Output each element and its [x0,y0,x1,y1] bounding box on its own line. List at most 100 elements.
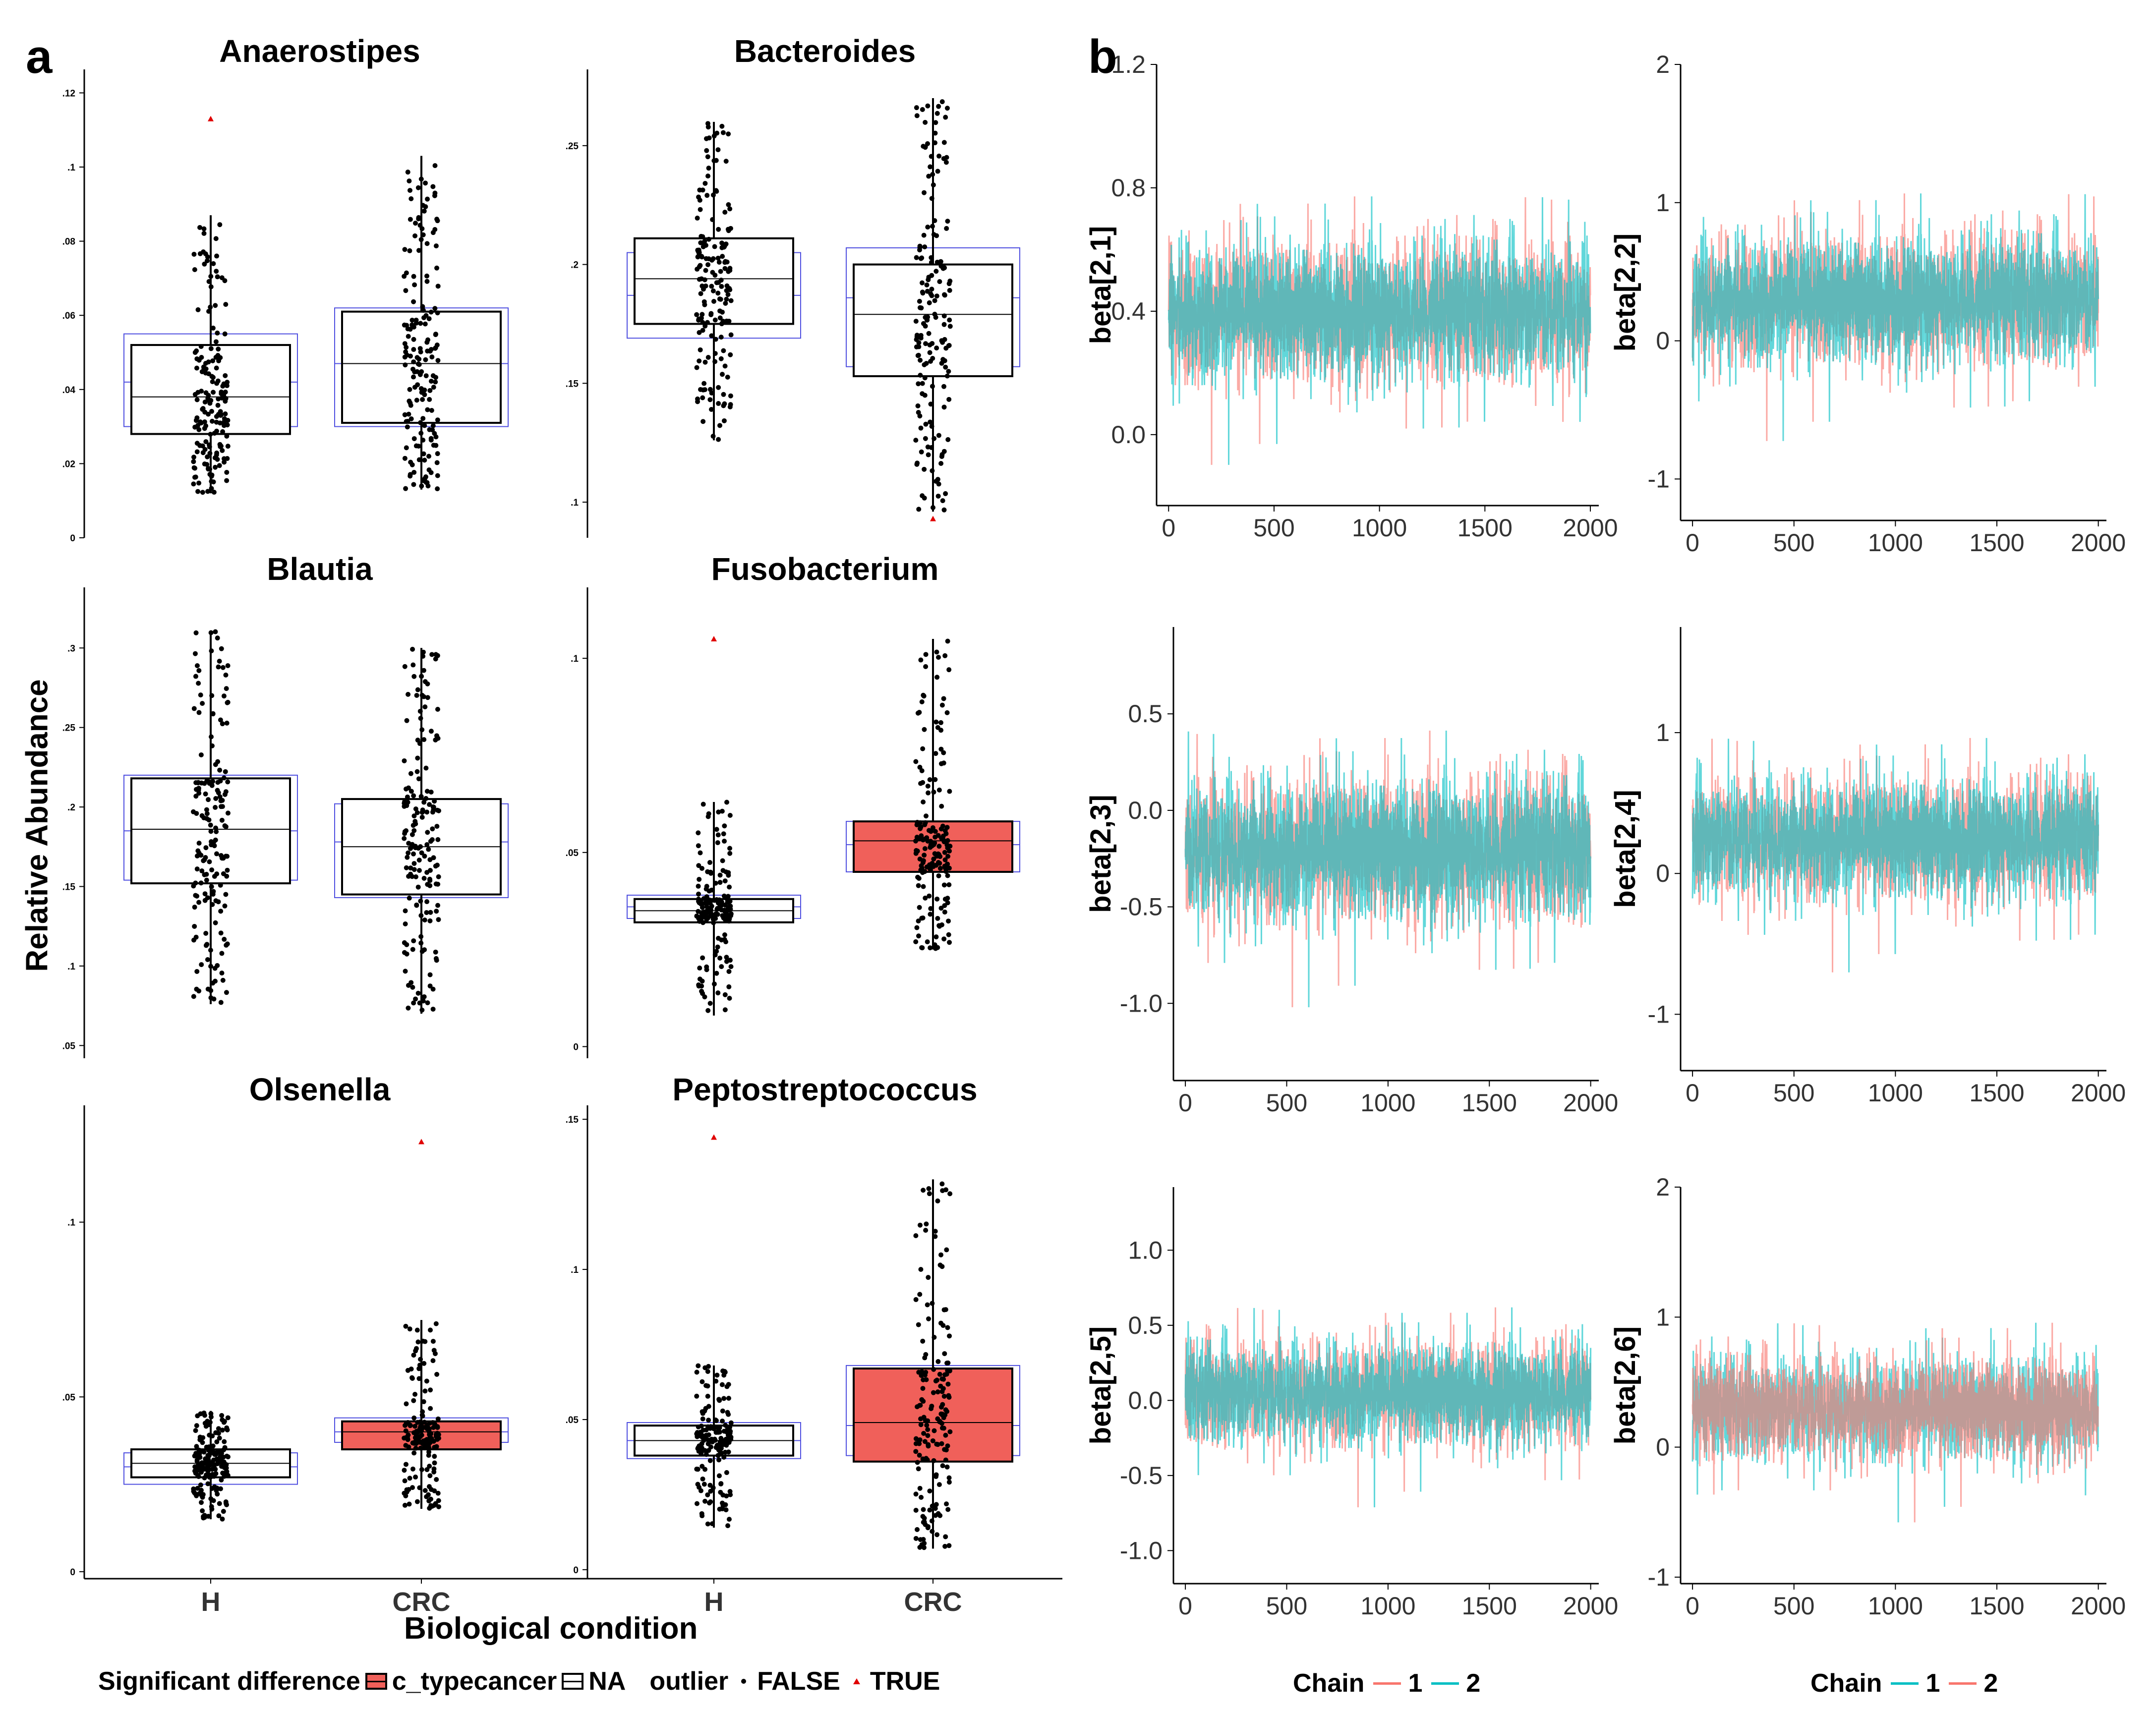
data-point [204,877,209,883]
data-point [192,350,198,355]
y-tick-label: .1 [571,654,579,664]
data-point [918,781,924,786]
data-point [408,327,413,332]
data-point [716,437,721,442]
data-point [727,907,733,913]
data-point [705,355,711,360]
data-point [925,288,930,294]
data-point [922,375,928,381]
data-point [422,457,427,463]
data-point [724,955,729,960]
data-point [191,994,196,999]
data-point [711,920,716,925]
data-point [915,1527,920,1532]
data-point [924,1377,929,1382]
data-point [932,140,938,146]
data-point [713,337,718,342]
data-point [718,1435,724,1441]
data-point [201,230,207,236]
data-point [423,357,428,362]
x-tick-label: 0 [1686,529,1699,557]
data-point [432,163,438,169]
data-point [920,1338,926,1344]
data-point [416,857,422,863]
data-point [696,1424,701,1429]
data-point [433,379,438,385]
data-point [421,994,427,999]
data-point [938,1252,944,1257]
data-point [408,473,413,479]
legend-chain-right: Chain 1 2 [1810,1668,1998,1698]
data-point [428,1387,433,1393]
data-point [212,1463,217,1469]
data-point [947,1333,952,1339]
data-point [423,474,428,480]
data-point [430,1006,436,1012]
data-point [421,876,427,881]
data-point [944,106,950,111]
data-point [218,444,223,449]
data-point [422,423,427,428]
data-point [221,1454,226,1460]
data-point [921,1507,926,1512]
data-point [207,1446,212,1452]
data-point [404,445,409,451]
data-point [934,345,939,351]
data-point [933,1502,939,1507]
legend-na-swatch [562,1673,584,1690]
data-point [220,1470,226,1476]
data-point [940,498,945,504]
data-point [193,1491,198,1497]
data-point [706,1500,712,1506]
data-point [408,1367,414,1372]
data-point [702,180,708,186]
data-point [407,188,412,193]
data-point [947,279,953,284]
trace-y-axis-title: beta[2,4] [1609,790,1641,908]
data-point [404,1401,409,1407]
data-point [417,708,423,714]
data-point [925,1433,931,1438]
data-point [412,1424,418,1429]
data-point [694,1466,699,1472]
data-point [931,857,936,862]
data-point [939,99,945,105]
data-point [929,1406,934,1411]
data-point [932,1506,938,1511]
data-point [698,1488,703,1493]
data-point [918,256,924,261]
data-point [928,906,933,912]
trace-y-axis-title: beta[2,3] [1085,795,1117,913]
data-point [945,1443,950,1449]
x-tick-label: 2000 [1563,1592,1618,1620]
legend-chain-left-swatch-2 [1431,1682,1459,1685]
x-tick-label: 500 [1266,1592,1307,1620]
data-point [419,369,424,374]
data-point [435,881,441,887]
data-point [717,423,722,428]
data-point [408,459,413,465]
data-point [214,253,220,259]
data-point [416,776,421,782]
data-point [208,346,214,351]
data-point [935,725,940,730]
data-point [921,1430,927,1436]
data-point [721,1455,727,1460]
data-point [943,1534,948,1540]
y-tick-label: 0.5 [1128,1312,1163,1339]
data-point [217,794,223,800]
data-point [435,1490,441,1496]
data-point [934,675,940,680]
x-tick-label: 1000 [1360,1089,1415,1117]
data-point [913,851,919,856]
data-point [924,317,930,323]
data-point [433,737,438,743]
data-point [194,969,200,974]
data-point [198,1467,204,1472]
data-point [225,854,230,859]
data-point [412,221,418,226]
data-point [211,390,216,395]
trace-panel-5: 1.0 0.5 0.0 -0.5 -1.0 0 500 1000 1500 2000 beta[2,… [1085,1187,1618,1620]
data-point [921,1415,927,1420]
data-point [215,788,220,793]
